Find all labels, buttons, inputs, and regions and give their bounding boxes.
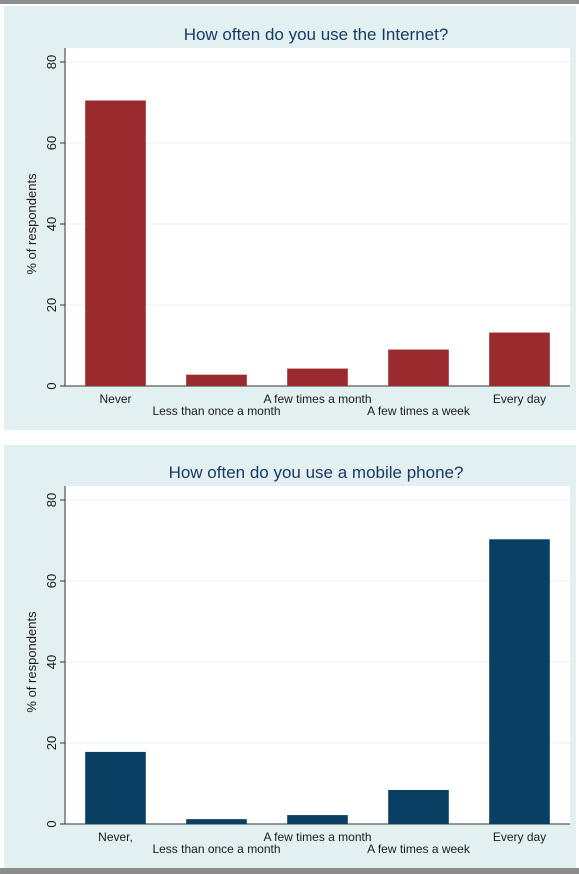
y-tick-label: 20: [44, 736, 59, 750]
bar: [186, 819, 247, 824]
x-category-label: A few times a month: [263, 830, 371, 844]
x-category-label: Every day: [493, 392, 546, 406]
y-tick-label: 0: [44, 382, 59, 389]
y-tick-label: 80: [44, 493, 59, 507]
y-tick-label: 60: [44, 574, 59, 588]
bar: [287, 368, 348, 386]
plot-area: [65, 48, 570, 386]
chart-title: How often do you use the Internet?: [184, 25, 449, 44]
y-tick-label: 60: [44, 136, 59, 150]
y-tick-label: 0: [44, 820, 59, 827]
bar: [85, 751, 146, 824]
mobile-phone-usage-chart-panel: How often do you use a mobile phone? % o…: [4, 445, 576, 868]
bar: [489, 332, 550, 386]
x-category-label: Never: [99, 392, 131, 406]
bottom-rule: [0, 868, 579, 874]
bar: [489, 539, 550, 824]
y-axis-label: % of respondents: [24, 173, 39, 275]
chart-title: How often do you use a mobile phone?: [169, 463, 464, 482]
x-category-label: Less than once a month: [152, 842, 280, 856]
x-category-label: Never,: [98, 830, 133, 844]
x-category-label: A few times a week: [367, 404, 471, 418]
internet-usage-chart: How often do you use the Internet? % of …: [24, 25, 570, 418]
plot-area: [65, 486, 570, 824]
bar: [85, 100, 146, 386]
y-tick-label: 40: [44, 217, 59, 231]
bar: [186, 374, 247, 386]
x-category-label: A few times a week: [367, 842, 471, 856]
y-tick-label: 40: [44, 655, 59, 669]
y-tick-label: 20: [44, 298, 59, 312]
internet-usage-chart-panel: How often do you use the Internet? % of …: [4, 6, 576, 430]
bar: [388, 349, 449, 386]
x-category-label: Every day: [493, 830, 546, 844]
y-axis-label: % of respondents: [24, 611, 39, 713]
bar: [388, 789, 449, 824]
bar: [287, 815, 348, 824]
top-rule: [0, 0, 579, 4]
y-tick-label: 80: [44, 55, 59, 69]
x-category-label: Less than once a month: [152, 404, 280, 418]
x-category-label: A few times a month: [263, 392, 371, 406]
mobile-phone-usage-chart: How often do you use a mobile phone? % o…: [24, 463, 570, 856]
